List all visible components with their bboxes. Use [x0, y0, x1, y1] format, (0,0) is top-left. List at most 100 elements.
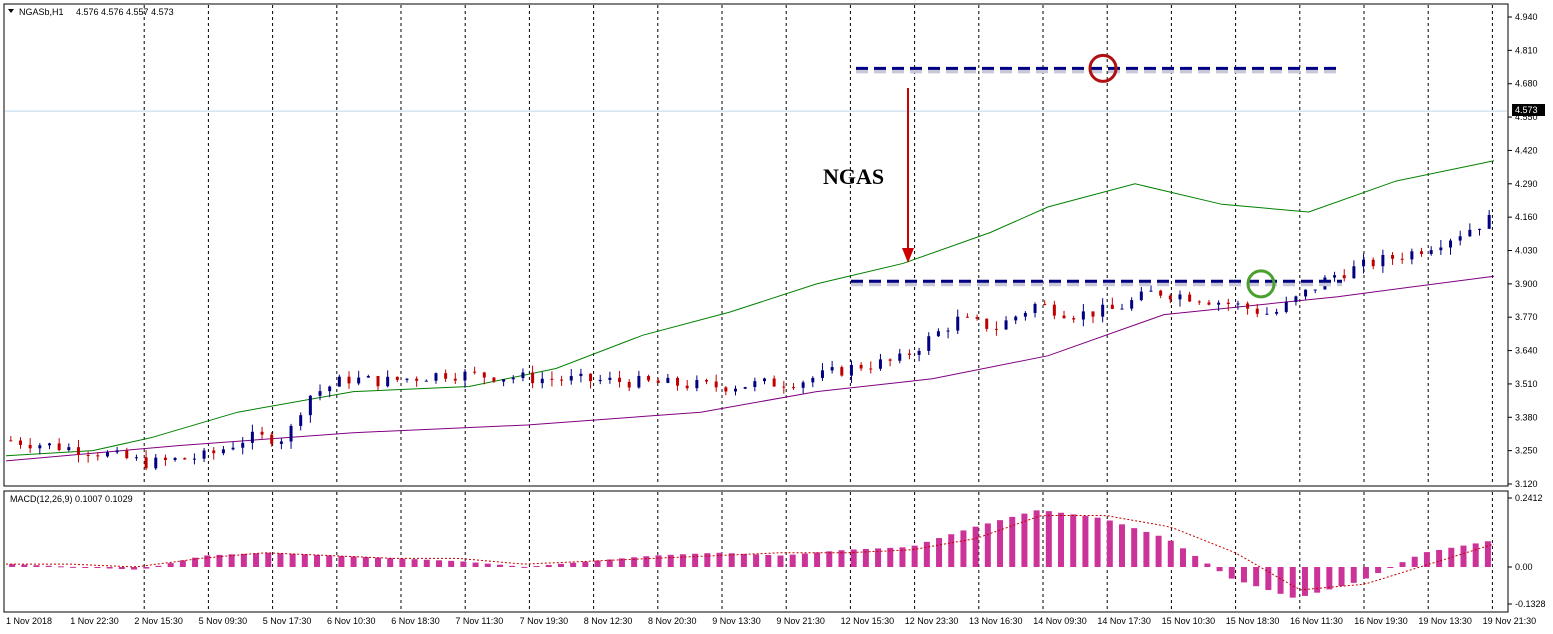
candle-body — [1091, 311, 1095, 317]
candle-body — [560, 379, 564, 381]
candle-body — [820, 370, 824, 378]
macd-bar — [1253, 567, 1260, 587]
y-tick-label: 4.420 — [1515, 145, 1538, 155]
price-panel — [3, 3, 1509, 487]
candle-body — [676, 377, 680, 386]
candle-body — [386, 376, 390, 387]
candle-body — [782, 386, 786, 388]
candle-body — [734, 388, 738, 392]
y-tick-label: 4.940 — [1515, 12, 1538, 22]
candle-body — [917, 350, 921, 355]
candle-body — [270, 434, 274, 444]
candle-body — [424, 380, 428, 382]
macd-bar — [326, 555, 333, 567]
candle-body — [434, 373, 438, 381]
candle-body — [1004, 320, 1008, 330]
candle-body — [1139, 291, 1143, 301]
candle-body — [956, 316, 960, 331]
candle-body — [811, 377, 815, 383]
time-axis: 1 Nov 2018 1 Nov 22:30 2 Nov 15:30 5 Nov 09… — [6, 616, 1536, 626]
candle-body — [511, 378, 515, 380]
macd-bar — [679, 554, 686, 567]
y-tick-label: 3.120 — [1515, 479, 1538, 489]
y-tick-label: 4.680 — [1515, 79, 1538, 89]
x-tick-label: 9 Nov 21:30 — [776, 616, 825, 626]
dropdown-arrow-icon[interactable] — [8, 9, 14, 13]
candle-body — [1226, 302, 1230, 304]
candle-body — [714, 381, 718, 388]
candle-body — [173, 458, 177, 460]
moving-averages — [5, 160, 1495, 462]
macd-bar — [704, 553, 711, 567]
macd-bar — [1436, 549, 1443, 567]
candle-body — [1072, 318, 1076, 320]
candle-body — [1458, 236, 1462, 241]
macd-histogram — [6, 510, 1495, 598]
macd-bar — [1265, 567, 1272, 591]
macd-bar — [70, 566, 77, 568]
candle-body — [1159, 290, 1163, 296]
x-tick-label: 16 Nov 11:30 — [1290, 616, 1343, 626]
candle-body — [308, 395, 312, 416]
macd-bar — [570, 562, 577, 567]
candle-body — [444, 373, 448, 379]
macd-bar — [45, 565, 52, 567]
macd-bar — [460, 561, 467, 567]
macd-bar — [228, 554, 235, 567]
candle-body — [502, 379, 506, 382]
y-tick-label: 3.640 — [1515, 346, 1538, 356]
candle-body — [28, 444, 32, 449]
macd-bar — [1448, 547, 1455, 567]
macd-bar — [1411, 556, 1418, 567]
macd-bar — [301, 554, 308, 567]
candle-body — [743, 387, 747, 389]
candle-body — [859, 364, 863, 369]
candle-body — [540, 378, 544, 384]
macd-bar — [204, 555, 211, 567]
candle-body — [985, 318, 989, 329]
candle-body — [1120, 308, 1124, 310]
y-tick-label: 3.250 — [1515, 446, 1538, 456]
macd-bar — [240, 553, 247, 567]
candle-body — [144, 457, 148, 469]
macd-bar — [594, 560, 601, 567]
candle-body — [849, 364, 853, 376]
macd-bar — [1387, 567, 1394, 568]
candle-body — [1052, 304, 1056, 316]
candle-body — [357, 377, 361, 384]
macd-bar — [9, 564, 16, 567]
candle-body — [550, 378, 554, 380]
candle-body — [1478, 228, 1482, 230]
x-tick-label: 6 Nov 18:30 — [391, 616, 440, 626]
macd-bar — [643, 556, 650, 567]
price-badge — [1512, 104, 1545, 116]
x-tick-label: 7 Nov 19:30 — [520, 616, 569, 626]
candle-body — [105, 452, 109, 457]
candle-body — [395, 376, 399, 380]
macd-bar — [1106, 520, 1113, 567]
candle-body — [1362, 259, 1366, 267]
candle-body — [453, 378, 457, 381]
macd-bar — [82, 567, 89, 568]
x-tick-label: 16 Nov 19:30 — [1354, 616, 1408, 626]
candle-body — [994, 328, 998, 330]
macd-bar — [167, 563, 174, 567]
candle-body — [869, 368, 873, 370]
macd-bar — [472, 562, 479, 567]
macd-bar — [1314, 567, 1321, 593]
macd-bar — [521, 566, 528, 568]
x-tick-label: 1 Nov 2018 — [6, 616, 52, 626]
macd-bar — [1240, 567, 1247, 583]
macd-bar — [1179, 548, 1186, 567]
candle-body — [656, 380, 660, 383]
candle-body — [1236, 303, 1240, 305]
macd-bar — [253, 553, 260, 567]
candle-body — [231, 447, 235, 450]
macd-bar — [1216, 567, 1223, 572]
candle-body — [1255, 308, 1259, 314]
candle-body — [1130, 300, 1134, 309]
x-tick-label: 2 Nov 15:30 — [134, 616, 183, 626]
candle-body — [47, 443, 51, 446]
candle-body — [772, 378, 776, 387]
